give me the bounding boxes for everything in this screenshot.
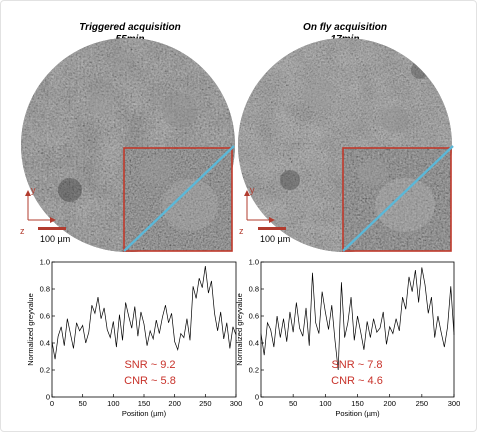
inset-1 — [123, 145, 235, 252]
x-tick-label: 300 — [448, 399, 461, 408]
y-tick-label: 0.8 — [40, 285, 50, 294]
x-tick-label: 250 — [199, 399, 212, 408]
inset-2 — [342, 145, 454, 252]
axis-letter-y-2: y — [250, 185, 255, 195]
x-tick-label: 100 — [107, 399, 120, 408]
orientation-2: y z 100 µm — [239, 185, 290, 244]
x-tick-label: 150 — [138, 399, 151, 408]
x-tick-label: 100 — [319, 399, 332, 408]
x-tick-label: 250 — [416, 399, 429, 408]
scale-bar-2 — [258, 227, 286, 230]
y-tick-label: 0.8 — [249, 285, 259, 294]
scale-bar-1 — [38, 227, 66, 230]
profile-chart-2: 0 50 100 150 200 250 300 0 0.2 0.4 0.6 0.8 1.0 Positi… — [235, 258, 460, 419]
x-tick-label: 50 — [78, 399, 86, 408]
x-tick-label: 0 — [259, 399, 263, 408]
axis-letter-y-1: y — [31, 185, 36, 195]
y-tick-label: 0.6 — [249, 312, 259, 321]
scale-label-1: 100 µm — [40, 234, 70, 244]
x-axis-label: Position (µm) — [335, 409, 380, 418]
x-tick-label: 200 — [383, 399, 396, 408]
profile-line-1 — [123, 145, 235, 252]
y-tick-label: 0 — [255, 393, 259, 402]
y-tick-label: 1.0 — [40, 258, 50, 267]
cnr-label-1: CNR ~ 5.8 — [124, 375, 176, 387]
profile-line-2 — [342, 145, 454, 252]
y-tick-label: 0.4 — [40, 339, 50, 348]
y-tick-label: 0.6 — [40, 312, 50, 321]
y-axis-label: Normalized greyvalue — [26, 293, 35, 366]
x-tick-label: 150 — [351, 399, 364, 408]
x-axis-label: Position (µm) — [122, 409, 167, 418]
y-tick-label: 0.4 — [249, 339, 259, 348]
y-tick-label: 0 — [46, 393, 50, 402]
scale-label-2: 100 µm — [260, 234, 290, 244]
profile-series-line — [260, 267, 455, 371]
panel-1-title-line1: Triggered acquisition — [79, 22, 181, 33]
axis-letter-z-2: z — [239, 226, 244, 236]
profile-chart-1: 0 50 100 150 200 250 300 0 0.2 0.4 0.6 0.8 1.0 Positi… — [26, 258, 242, 419]
snr-label-2: SNR ~ 7.8 — [331, 359, 382, 371]
x-tick-label: 50 — [289, 399, 297, 408]
x-tick-label: 200 — [168, 399, 181, 408]
y-axis-label: Normalized greyvalue — [235, 293, 244, 366]
axis-letter-z-1: z — [20, 226, 25, 236]
y-tick-label: 0.2 — [40, 366, 50, 375]
panel-2-title-line1: On fly acquisition — [303, 22, 387, 33]
profile-series-line — [51, 266, 237, 360]
x-tick-label: 300 — [230, 399, 243, 408]
snr-label-1: SNR ~ 9.2 — [124, 359, 175, 371]
y-tick-label: 0.2 — [249, 366, 259, 375]
cnr-label-2: CNR ~ 4.6 — [331, 375, 383, 387]
y-tick-label: 1.0 — [249, 258, 259, 267]
x-tick-label: 0 — [50, 399, 54, 408]
orientation-1: y z 100 µm — [20, 185, 70, 244]
